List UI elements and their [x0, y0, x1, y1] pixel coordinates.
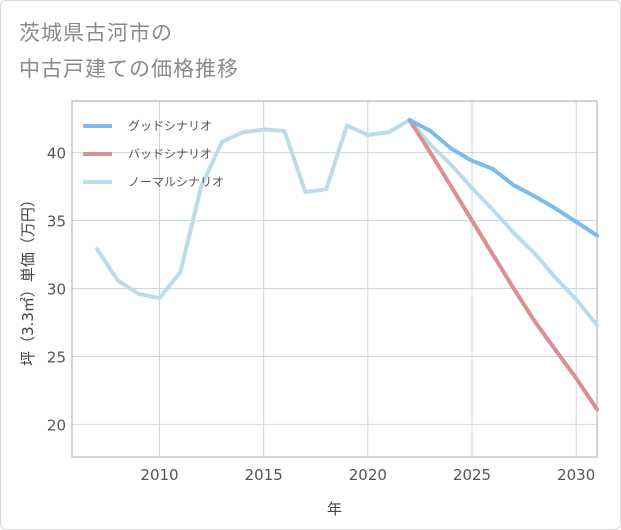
series-lines: [95, 118, 599, 412]
chart-title: 茨城県古河市の 中古戸建ての価格推移: [19, 15, 239, 87]
x-axis-label: 年: [327, 500, 342, 518]
chart-title-line-2: 中古戸建ての価格推移: [19, 57, 239, 81]
y-tick-label: 25: [47, 348, 66, 366]
series-line-0: [407, 118, 599, 238]
y-axis-label: 坪（3.3㎡）単価（万円）: [19, 192, 37, 366]
x-axis-ticks: 2010 2015 2020 2025 2030: [140, 466, 595, 484]
legend-label: ノーマルシナリオ: [128, 175, 224, 189]
x-tick-label: 2015: [245, 466, 283, 484]
y-axis-ticks: 20 25 30 35 40: [47, 145, 66, 435]
legend-label: グッドシナリオ: [128, 119, 212, 133]
series-line-2: [95, 118, 599, 328]
plot-area: [71, 100, 598, 458]
y-tick-label: 40: [47, 145, 66, 163]
y-tick-label: 20: [47, 416, 66, 434]
x-tick-label: 2010: [140, 466, 178, 484]
legend-label: バッドシナリオ: [128, 147, 212, 161]
x-tick-label: 2025: [453, 466, 491, 484]
y-tick-label: 30: [47, 281, 66, 299]
x-tick-label: 2020: [349, 466, 387, 484]
chart-title-line-1: 茨城県古河市の: [19, 21, 173, 45]
series-line-1: [407, 118, 599, 412]
y-tick-label: 35: [47, 213, 66, 231]
x-tick-label: 2030: [557, 466, 595, 484]
